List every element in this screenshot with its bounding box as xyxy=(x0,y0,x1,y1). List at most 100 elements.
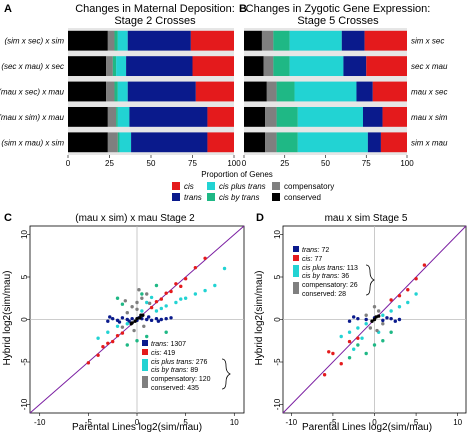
legend-swatch-cis xyxy=(172,182,180,190)
panel-d-legend-cis-by-trans-label: cis by trans: xyxy=(302,273,339,280)
panel-d-x-tick-label--10: -10 xyxy=(286,418,298,427)
panel-b-bar-4-trans xyxy=(362,106,383,127)
panel-d-point-cis-plus-trans-1 xyxy=(347,330,352,334)
panel-c-point-cis-plus-trans-8 xyxy=(174,300,178,305)
panel-d-point-cis-plus-trans-7 xyxy=(339,334,343,339)
panel-c-legend-compensatory-label: compensatory: xyxy=(151,376,197,383)
panel-a-bar-2-trans xyxy=(126,56,193,77)
panel-c-point-cis-plus-trans-11 xyxy=(203,288,207,293)
panel-b-x-tick-label-75: 75 xyxy=(362,159,371,168)
panel-a-bar-4-cis-by-trans xyxy=(116,106,118,127)
panel-a-bar-1-cis-plus-trans xyxy=(117,30,128,51)
panel-d-point-cis-3 xyxy=(347,339,352,344)
panel-d-point-cis-plus-trans-2 xyxy=(356,326,360,330)
panel-d-point-cis-plus-trans-5 xyxy=(389,309,393,313)
panel-d-y-tick-label-5: 5 xyxy=(273,274,282,279)
panel-b-bar-4-cis xyxy=(382,106,407,127)
panel-a-bar-1-conserved xyxy=(68,30,108,51)
panel-b-bar-3-conserved xyxy=(244,81,267,102)
panel-c-count-trans: 1307 xyxy=(170,341,186,348)
panel-c-point-conserved-6 xyxy=(141,313,145,317)
panel-a-subtitle: Stage 2 Crosses xyxy=(114,15,196,27)
panel-c-scatter-chart: -10 -5 0 5 10 -10 -5 0 5 10 xyxy=(20,225,245,427)
panel-c-point-cis-plus-trans-6 xyxy=(154,309,159,313)
panel-c-x-tick-label--10: -10 xyxy=(34,418,46,427)
panel-a-bar-5-cis-by-trans xyxy=(117,132,120,153)
panel-d-point-cis-11 xyxy=(327,350,331,354)
panel-d-count-cis-plus-trans: 113 xyxy=(347,265,358,272)
panel-d-legend-compensatory: compensatory: 26 xyxy=(302,282,358,289)
panel-c-legend-swatch-trans xyxy=(142,340,148,346)
panel-d-x-tick-label-10: 10 xyxy=(453,418,462,427)
panel-c-point-compensatory-5 xyxy=(140,296,144,300)
panel-c-point-cis-by-trans-1 xyxy=(125,343,129,347)
panel-c-point-cis-2 xyxy=(101,345,105,349)
panel-b-bar-5-cis-plus-trans xyxy=(297,132,368,153)
legend-swatch-compensatory xyxy=(272,182,280,190)
panel-b-bar-2-cis-plus-trans xyxy=(289,56,344,77)
panel-c-point-cis-plus-trans-2 xyxy=(115,324,120,328)
top-legend: cis trans cis plus trans cis by trans co… xyxy=(172,182,334,202)
panel-d-point-cis-by-trans-1 xyxy=(356,343,360,347)
panel-d-point-cis-6 xyxy=(397,294,402,298)
panel-d-legend-cis-by-trans: cis by trans: 36 xyxy=(302,273,349,280)
legend-label-conserved: conserved xyxy=(284,193,321,202)
panel-c-point-trans-18 xyxy=(156,319,161,323)
panel-c-point-cis-plus-trans-13 xyxy=(96,336,100,340)
panel-c-point-cis-11 xyxy=(169,289,173,294)
panel-d-legend-swatch-comp-cons xyxy=(293,282,299,294)
panel-d-point-trans-9 xyxy=(385,316,389,320)
panel-c-point-compensatory-9 xyxy=(147,301,152,306)
panel-d-legend-cis-plus-trans: cis plus trans: 113 xyxy=(302,265,358,272)
panel-c-point-cis-by-trans-5 xyxy=(154,283,159,288)
panel-c-point-cis-by-trans-8 xyxy=(140,292,144,296)
panel-d-point-trans-3 xyxy=(364,317,368,322)
panel-c-point-trans-12 xyxy=(159,317,164,322)
panel-a-bar-5-conserved xyxy=(68,132,108,153)
panel-b-bar-1-cis-plus-trans xyxy=(289,30,342,51)
panel-d-point-cis-by-trans-3 xyxy=(372,343,377,347)
panel-d-point-trans-8 xyxy=(352,315,356,319)
panel-c-point-cis-plus-trans-14 xyxy=(159,306,164,311)
panel-c-legend-conserved-label: conserved: xyxy=(151,385,185,392)
panel-a-bar-4-cis xyxy=(207,106,234,127)
panel-b-bar-4-cis-by-trans xyxy=(276,106,298,127)
panel-d-point-trans-2 xyxy=(356,316,360,321)
panel-b-bar-5-cis xyxy=(380,132,407,153)
panel-b-bar-2-conserved xyxy=(244,56,264,77)
panel-letter-d: D xyxy=(256,212,264,224)
panel-d-legend-swatch-cis-plus-by xyxy=(293,265,299,277)
legend-label-cis: cis xyxy=(184,182,194,191)
panel-a-bar-3-cis xyxy=(195,81,234,102)
panel-c-point-cis-plus-trans-4 xyxy=(140,309,144,313)
panel-a-x-tick-label-50: 50 xyxy=(147,159,156,168)
panel-d-y-axis-label: Hybrid log2(sim/mau) xyxy=(254,270,265,365)
panel-d-point-cis-plus-trans-8 xyxy=(406,300,410,305)
panel-c-point-trans-2 xyxy=(110,316,115,321)
panel-b-bar-3-cis xyxy=(372,81,407,102)
panel-c-count-conserved: 435 xyxy=(187,385,199,392)
panel-d-legend-conserved-label: conserved: xyxy=(302,291,336,298)
panel-c-point-cis-17 xyxy=(179,284,183,289)
panel-c-point-cis-16 xyxy=(86,361,91,365)
panel-c-point-compensatory-10 xyxy=(123,299,128,303)
panel-d-y-tick-label--10: -10 xyxy=(273,398,282,410)
panel-c-legend-brace xyxy=(221,358,231,390)
panel-b-x-tick-label-100: 100 xyxy=(400,159,414,168)
panel-b-bar-5-trans xyxy=(367,132,381,153)
panel-d-x-tick-label--5: -5 xyxy=(329,418,337,427)
panel-a-bar-3-conserved xyxy=(68,81,107,102)
panel-d-x-tick-label-0: 0 xyxy=(372,418,377,427)
panel-c-point-trans-19 xyxy=(108,315,112,319)
panel-d-point-cis-by-trans-5 xyxy=(347,356,352,360)
panel-a-x-tick-label-100: 100 xyxy=(227,159,241,168)
panel-c-legend-cis-label: cis: xyxy=(151,350,162,357)
panel-c-point-cis-8 xyxy=(154,299,159,304)
panel-c-point-trans-9 xyxy=(145,317,149,322)
panel-letter-a: A xyxy=(4,3,12,15)
panel-c-point-cis-10 xyxy=(164,291,168,295)
panel-a-category-label-3: (mau x sec) x mau xyxy=(0,88,65,97)
panel-d-legend-trans-label: trans: xyxy=(302,247,320,254)
panel-d-count-conserved: 28 xyxy=(338,291,346,298)
panel-c-legend-swatch-comp-cons xyxy=(142,376,148,388)
